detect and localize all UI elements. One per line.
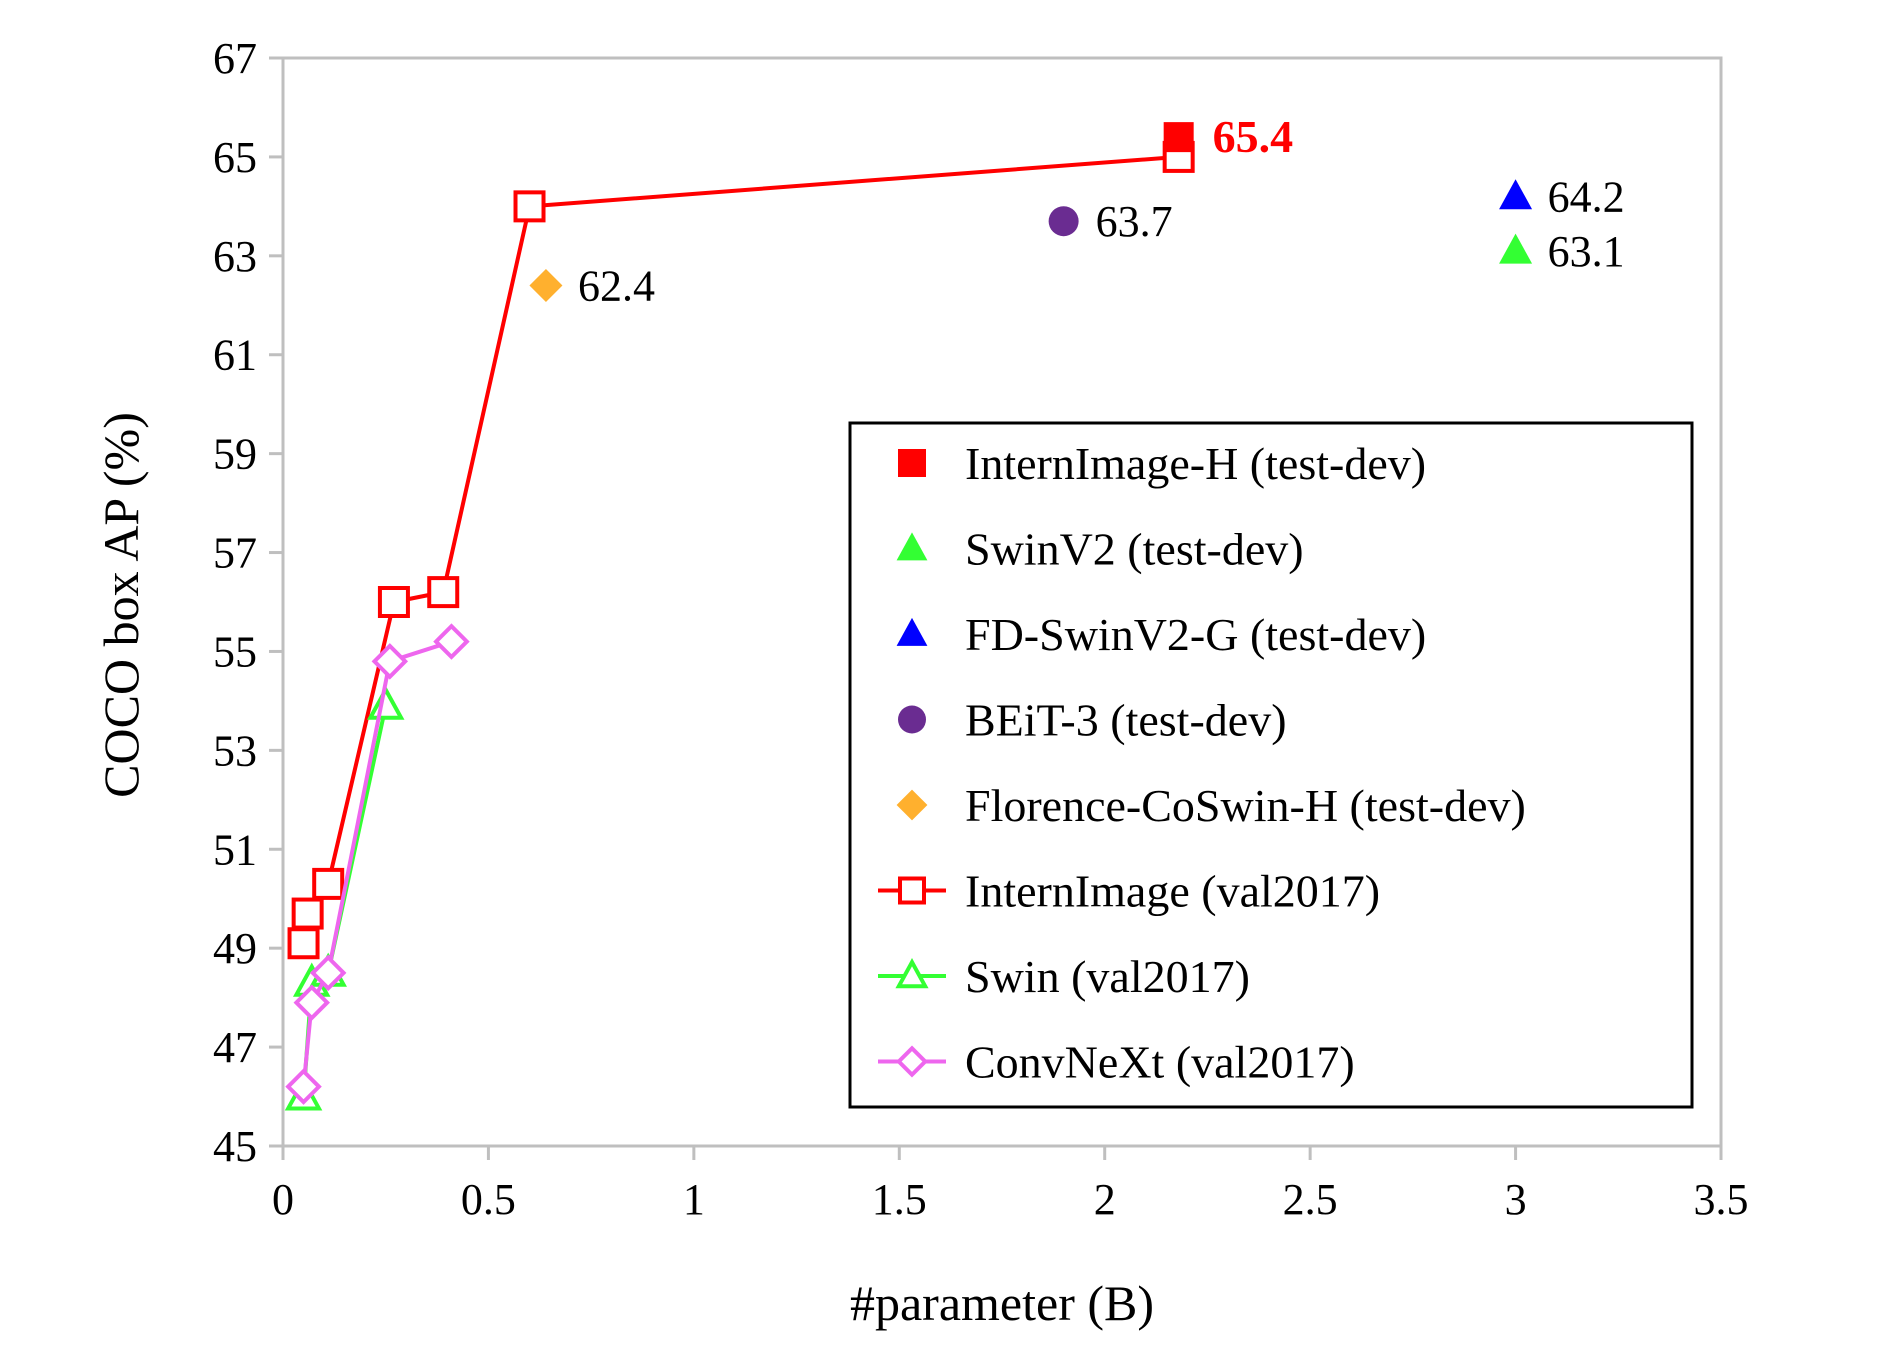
y-axis: 45 47 49 51 53 55 57 59 61 63 65 67 — [213, 34, 283, 1171]
legend-item: SwinV2 (test-dev) — [896, 524, 1304, 575]
data-point — [513, 190, 546, 223]
legend-label: InternImage-H (test-dev) — [965, 438, 1426, 489]
legend: InternImage-H (test-dev) SwinV2 (test-dev… — [848, 421, 1694, 1109]
y-tick-label: 65 — [213, 133, 257, 182]
legend-label: SwinV2 (test-dev) — [965, 524, 1304, 575]
y-axis-title: COCO box AP (%) — [93, 412, 149, 798]
x-tick-label: 0 — [272, 1175, 294, 1224]
x-tick-label: 1.5 — [872, 1175, 927, 1224]
x-tick-label: 3.5 — [1694, 1175, 1749, 1224]
plot-area — [281, 56, 1723, 1148]
y-tick-label: 51 — [213, 825, 257, 874]
legend-item: ConvNeXt (val2017) — [878, 1037, 1355, 1088]
y-tick-label: 49 — [213, 924, 257, 973]
legend-item: Florence-CoSwin-H (test-dev) — [896, 780, 1526, 831]
x-tick-label: 0.5 — [461, 1175, 516, 1224]
x-tick-label: 2.5 — [1283, 1175, 1338, 1224]
legend-marker — [896, 617, 928, 646]
y-tick-label: 53 — [213, 726, 257, 775]
y-tick-label: 45 — [213, 1122, 257, 1171]
data-point — [309, 954, 347, 992]
series-fd-swinv2-g-test-dev — [1499, 179, 1533, 210]
legend-item: FD-SwinV2-G (test-dev) — [896, 609, 1426, 660]
y-tick-label: 67 — [213, 34, 257, 83]
plot-frame — [281, 56, 1723, 1148]
legend-marker — [898, 449, 926, 477]
legend-marker — [898, 705, 926, 734]
legend-item: Swin (val2017) — [878, 951, 1250, 1002]
data-label: 65.4 — [1213, 111, 1294, 162]
data-point — [293, 984, 330, 1021]
legend-label: BEiT-3 (test-dev) — [965, 695, 1287, 746]
data-point — [287, 927, 320, 960]
series-beit-3-test-dev — [1048, 206, 1079, 237]
y-tick-label: 61 — [213, 331, 257, 380]
legend-marker — [895, 1045, 929, 1078]
x-axis-title: #parameter (B) — [850, 1275, 1154, 1331]
series-swinv2-test-dev — [1499, 233, 1533, 264]
legend-marker — [898, 876, 926, 905]
data-label: 64.2 — [1548, 172, 1625, 221]
data-point — [371, 643, 409, 680]
data-point — [366, 685, 405, 720]
data-point — [1499, 179, 1533, 210]
legend-label: Swin (val2017) — [965, 951, 1250, 1002]
legend-item: BEiT-3 (test-dev) — [898, 695, 1287, 746]
x-tick-label: 2 — [1094, 1175, 1116, 1224]
data-point — [1163, 122, 1194, 153]
x-tick-label: 3 — [1505, 1175, 1527, 1224]
legend-marker — [896, 789, 928, 821]
y-tick-label: 59 — [213, 430, 257, 479]
data-point — [377, 586, 410, 618]
data-point — [1499, 233, 1533, 264]
data-point — [312, 867, 345, 900]
annotations: 65.4 63.1 64.2 63.7 62.4 — [578, 111, 1625, 310]
data-point — [427, 576, 460, 609]
series-florence-coswin-h-test-dev — [529, 268, 563, 302]
x-tick-label: 1 — [683, 1175, 705, 1224]
data-point — [529, 268, 563, 302]
series-internimage-h-test-dev — [1163, 122, 1194, 153]
data-point — [285, 1068, 322, 1105]
series-convnext-val2017 — [285, 623, 470, 1105]
legend-box — [848, 421, 1694, 1109]
data-label: 62.4 — [578, 261, 655, 310]
legend-marker — [896, 532, 928, 561]
legend-label: ConvNeXt (val2017) — [965, 1037, 1355, 1088]
series-layer — [284, 122, 1533, 1111]
data-point — [291, 897, 324, 930]
x-axis: 0 0.5 1 1.5 2 2.5 3 3.5 — [272, 1146, 1749, 1224]
data-label: 63.7 — [1096, 197, 1173, 246]
y-tick-label: 47 — [213, 1023, 257, 1072]
data-point — [433, 623, 470, 660]
legend-label: Florence-CoSwin-H (test-dev) — [965, 780, 1526, 831]
data-label: 63.1 — [1548, 227, 1625, 276]
y-tick-label: 63 — [213, 232, 257, 281]
y-tick-label: 57 — [213, 529, 257, 578]
legend-label: FD-SwinV2-G (test-dev) — [965, 609, 1426, 660]
legend-item: InternImage-H (test-dev) — [898, 438, 1426, 489]
legend-item: InternImage (val2017) — [878, 866, 1380, 917]
legend-label: InternImage (val2017) — [965, 866, 1380, 917]
y-tick-label: 55 — [213, 627, 257, 676]
data-point — [1048, 206, 1079, 237]
legend-marker — [895, 958, 929, 989]
